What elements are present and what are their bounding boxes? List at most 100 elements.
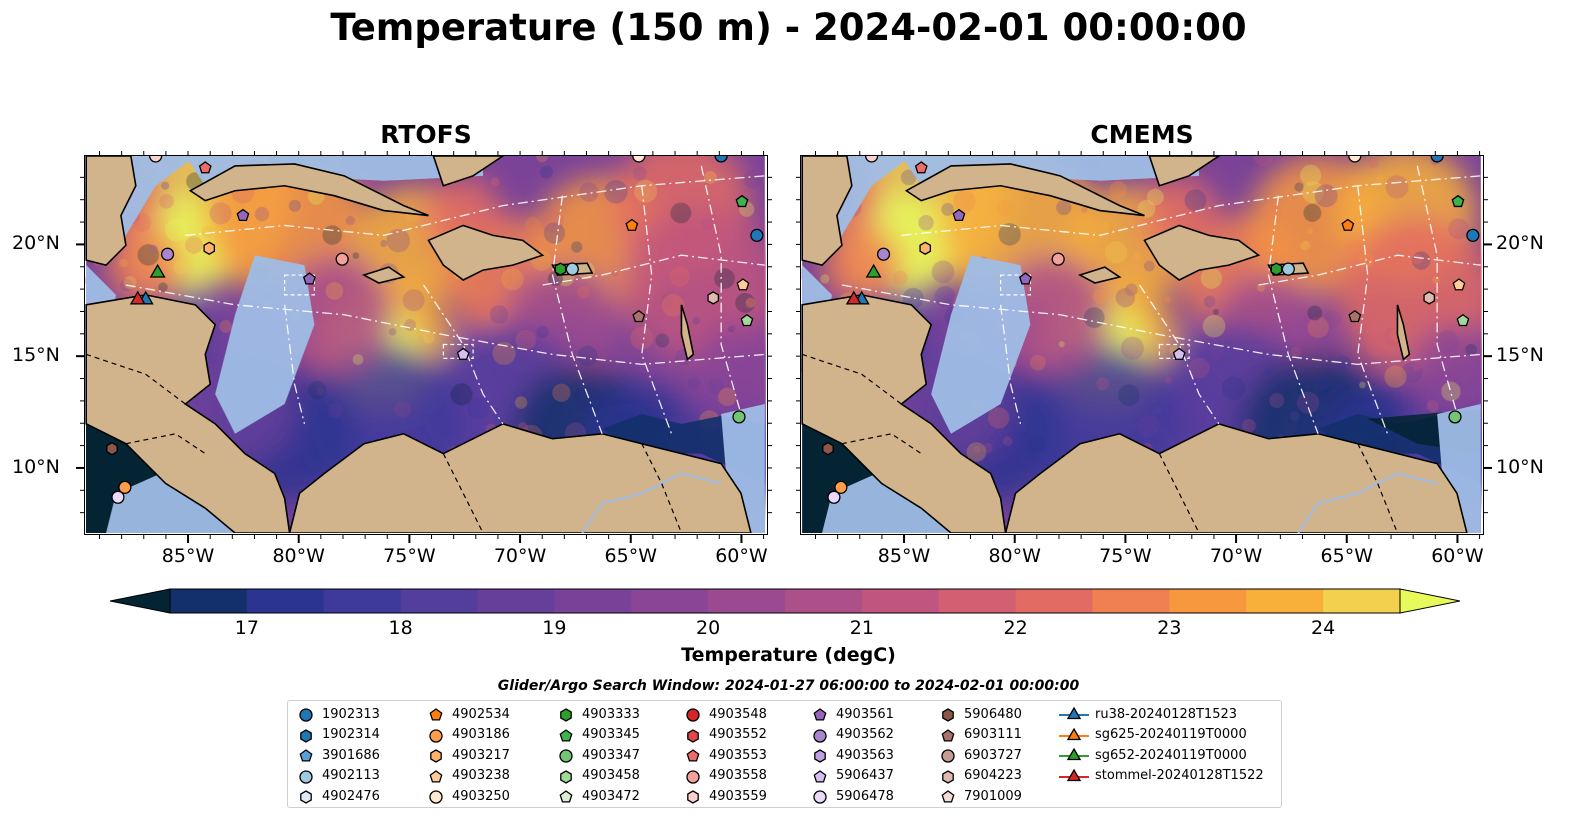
legend-symbol: [941, 790, 955, 803]
float-5906437: [1172, 347, 1186, 360]
colorbar-tick-label: 21: [849, 617, 874, 639]
legend-marker: [1059, 727, 1089, 740]
x-tick-label: 85°W: [877, 545, 931, 567]
legend-label: 1902314: [322, 727, 380, 743]
float-4903562: [876, 247, 891, 261]
legend-symbol: [813, 708, 827, 721]
legend-marker: [942, 708, 954, 722]
float-stommel: [845, 290, 862, 305]
float-4903561b: [1019, 272, 1032, 285]
legend-marker: [560, 708, 572, 722]
float-4903553: [198, 161, 212, 174]
legend-label: 4902534: [452, 706, 510, 722]
legend-label: 4903548: [709, 706, 767, 722]
legend-item: 3901686: [296, 745, 380, 765]
float-markers: [106, 156, 764, 504]
country-borders: [802, 353, 1399, 534]
colorbar-segment: [1169, 589, 1247, 613]
y-tick-label: 10°N: [1496, 455, 1544, 478]
legend-item: 7901009: [938, 786, 1022, 806]
legend-item: stommel-20240128T1522: [1059, 766, 1264, 786]
x-tick-label: 70°W: [1209, 545, 1263, 567]
float-4903561: [236, 208, 250, 221]
land-bahamas: [432, 156, 505, 187]
legend-item: 5906480: [938, 704, 1022, 724]
y-tick-label: 15°N: [12, 344, 60, 367]
legend-symbol: [941, 749, 955, 763]
legend-marker: [813, 769, 827, 783]
legend-label: 6903727: [964, 747, 1022, 763]
legend-label: 4903345: [582, 727, 640, 743]
legend-label: 6904223: [964, 768, 1022, 784]
float-4903458: [740, 313, 754, 327]
float-6903111: [1348, 309, 1362, 323]
x-tick-label: 80°W: [988, 545, 1041, 567]
legend-marker: [814, 749, 826, 763]
legend-item: 1902314: [296, 725, 380, 745]
legend-marker: [429, 708, 443, 721]
legend-label: sg652-20240119T0000: [1095, 747, 1247, 763]
legend-symbol: [559, 749, 573, 763]
float-4903559: [865, 156, 879, 163]
float-4903558: [1051, 252, 1065, 266]
legend-item: 4903553: [683, 745, 767, 765]
float-stommel: [129, 290, 146, 305]
colorbar-segment: [1015, 589, 1093, 613]
x-tick-label: 75°W: [383, 545, 436, 567]
legend-symbol: [559, 728, 573, 742]
land-lesser-antilles: [1396, 304, 1411, 361]
legend-marker: [299, 770, 313, 784]
legend-item: 4903333: [556, 704, 640, 724]
legend-symbol: [299, 770, 313, 784]
legend-item: 4903559: [683, 786, 767, 806]
land-hispaniola: [1143, 224, 1261, 281]
legend-marker: [813, 728, 827, 743]
legend-symbol: [429, 790, 443, 805]
legend-label: sg625-20240119T0000: [1095, 727, 1247, 743]
legend-label: 4903558: [709, 768, 767, 784]
legend-item: 5906478: [810, 786, 894, 806]
legend-item: 4902113: [296, 766, 380, 786]
rtofs-map: [84, 155, 768, 535]
legend-label: 4903217: [452, 747, 510, 763]
legend-item: 4903563: [810, 745, 894, 765]
legend-marker: [559, 790, 573, 803]
colorbar-segment: [1092, 589, 1170, 613]
colorbar-segment: [938, 589, 1017, 613]
colorbar-segment: [1323, 589, 1401, 613]
legend-item: 4903186: [426, 725, 510, 745]
legend-label: 4903559: [709, 788, 767, 804]
float-1902313: [1466, 228, 1480, 242]
float-4903333: [554, 262, 567, 276]
colorbar-segment: [708, 589, 786, 613]
colorbar-segment: [323, 589, 402, 613]
float-4903186: [118, 480, 132, 494]
legend-label: 5906478: [836, 788, 894, 804]
float-sg652: [149, 263, 166, 278]
panel-title-rtofs: RTOFS: [380, 120, 472, 149]
float-6904223: [707, 291, 720, 305]
legend-marker: [559, 728, 573, 742]
eez-boundaries: [841, 165, 1481, 435]
legend-item: 4903238: [426, 766, 510, 786]
y-tick-label: 10°N: [12, 455, 60, 478]
colorbar-extend-max: [1399, 588, 1460, 614]
legend-symbol: [560, 770, 572, 784]
legend-label: stommel-20240128T1522: [1095, 768, 1264, 784]
float-4902534: [625, 218, 639, 231]
legend-item: 4902534: [426, 704, 510, 724]
legend-item: 4903552: [683, 725, 767, 745]
legend-marker: [813, 790, 827, 805]
float-4903347: [732, 410, 746, 424]
float-4903553: [914, 161, 928, 174]
float-4903217: [203, 241, 216, 255]
legend-symbol: [687, 790, 699, 805]
legend-label: 4903186: [452, 727, 510, 743]
legend-symbol: [941, 728, 955, 742]
axis-ticks: [76, 151, 772, 543]
colorbar-tick-label: 22: [1003, 617, 1028, 639]
colorbar-segment: [400, 589, 478, 613]
colorbar-tick-label: 23: [1157, 617, 1182, 639]
y-tick-label: 20°N: [12, 232, 60, 255]
float-4903345: [1451, 194, 1465, 208]
